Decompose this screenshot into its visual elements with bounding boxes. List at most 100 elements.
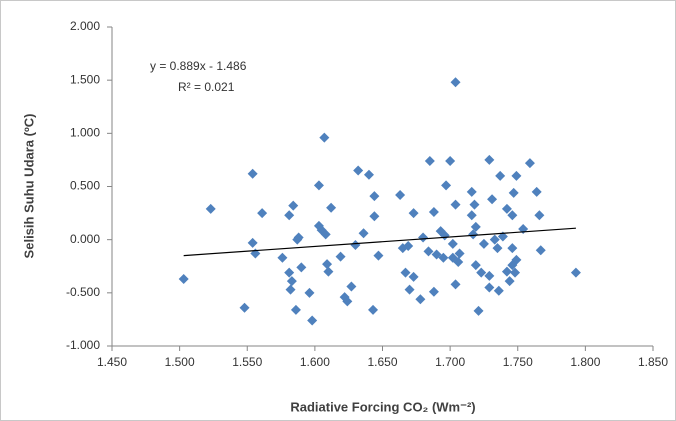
point [441, 180, 452, 191]
trend-equation: y = 0.889x - 1.486 [150, 59, 247, 73]
x-tick-label: 1.600 [300, 355, 330, 369]
point [284, 267, 295, 278]
y-tick-label: -0.500 [66, 285, 100, 299]
x-tick-label: 1.650 [367, 355, 397, 369]
point [534, 210, 545, 221]
point [353, 165, 364, 176]
point [428, 286, 439, 297]
x-tick-label: 1.450 [97, 355, 127, 369]
point [492, 243, 503, 254]
point [470, 221, 481, 232]
point [484, 270, 495, 281]
point [239, 302, 250, 313]
y-tick-label: -1.000 [66, 338, 100, 352]
point [313, 180, 324, 191]
y-tick-label: 0.000 [70, 232, 100, 246]
point [470, 260, 481, 271]
point [373, 250, 384, 261]
x-tick-label: 1.750 [503, 355, 533, 369]
point [450, 279, 461, 290]
point [247, 237, 258, 248]
point [535, 245, 546, 256]
point [293, 232, 304, 243]
point [504, 276, 515, 287]
point [369, 211, 380, 222]
point [445, 155, 456, 166]
point [395, 190, 406, 201]
point [307, 315, 318, 326]
point [484, 282, 495, 293]
point [508, 187, 519, 198]
point [450, 77, 461, 88]
point [453, 256, 464, 267]
x-tick-label: 1.550 [232, 355, 262, 369]
point [415, 294, 426, 305]
trendline [183, 227, 576, 257]
point [277, 252, 288, 263]
point [323, 266, 334, 277]
trend-r2: R² = 0.021 [178, 80, 235, 94]
point [478, 238, 489, 249]
point [326, 202, 337, 213]
point [335, 251, 346, 262]
point [487, 194, 498, 205]
point [424, 155, 435, 166]
point [369, 191, 380, 202]
point [438, 252, 449, 263]
point [495, 170, 506, 181]
point [501, 203, 512, 214]
y-tick-label: 1.000 [70, 126, 100, 140]
point [322, 259, 333, 270]
point [476, 267, 487, 278]
point [408, 208, 419, 219]
point [511, 254, 522, 265]
x-axis-title: Radiative Forcing CO₂ (Wm⁻²) [290, 399, 475, 414]
point [466, 186, 477, 197]
x-tick-label: 1.850 [638, 355, 668, 369]
point [178, 274, 189, 285]
point [511, 170, 522, 181]
point [247, 168, 258, 179]
point [363, 169, 374, 180]
point [296, 262, 307, 273]
point [284, 210, 295, 221]
point [404, 284, 415, 295]
point [288, 200, 299, 211]
point [484, 154, 495, 165]
point [473, 305, 484, 316]
y-tick-label: 1.500 [70, 72, 100, 86]
point [358, 228, 369, 239]
y-axis-title: Selisih Suhu Udara (ºC) [21, 114, 36, 259]
point [447, 238, 458, 249]
point [418, 232, 429, 243]
x-tick-label: 1.800 [570, 355, 600, 369]
point [342, 296, 353, 307]
point [466, 210, 477, 221]
point [350, 239, 361, 250]
point [368, 304, 379, 315]
point [257, 208, 268, 219]
point [285, 284, 296, 295]
point [450, 199, 461, 210]
point [469, 199, 480, 210]
x-tick-label: 1.500 [165, 355, 195, 369]
point [501, 266, 512, 277]
point [431, 249, 442, 260]
point [510, 267, 521, 278]
point [290, 304, 301, 315]
point [403, 241, 414, 252]
point [493, 285, 504, 296]
point [423, 246, 434, 257]
point [507, 243, 518, 254]
y-tick-label: 2.000 [70, 19, 100, 33]
point [408, 271, 419, 282]
point [489, 234, 500, 245]
point [524, 158, 535, 169]
point [286, 276, 297, 287]
point [428, 207, 439, 218]
point [507, 210, 518, 221]
point [531, 186, 542, 197]
point [205, 203, 216, 214]
